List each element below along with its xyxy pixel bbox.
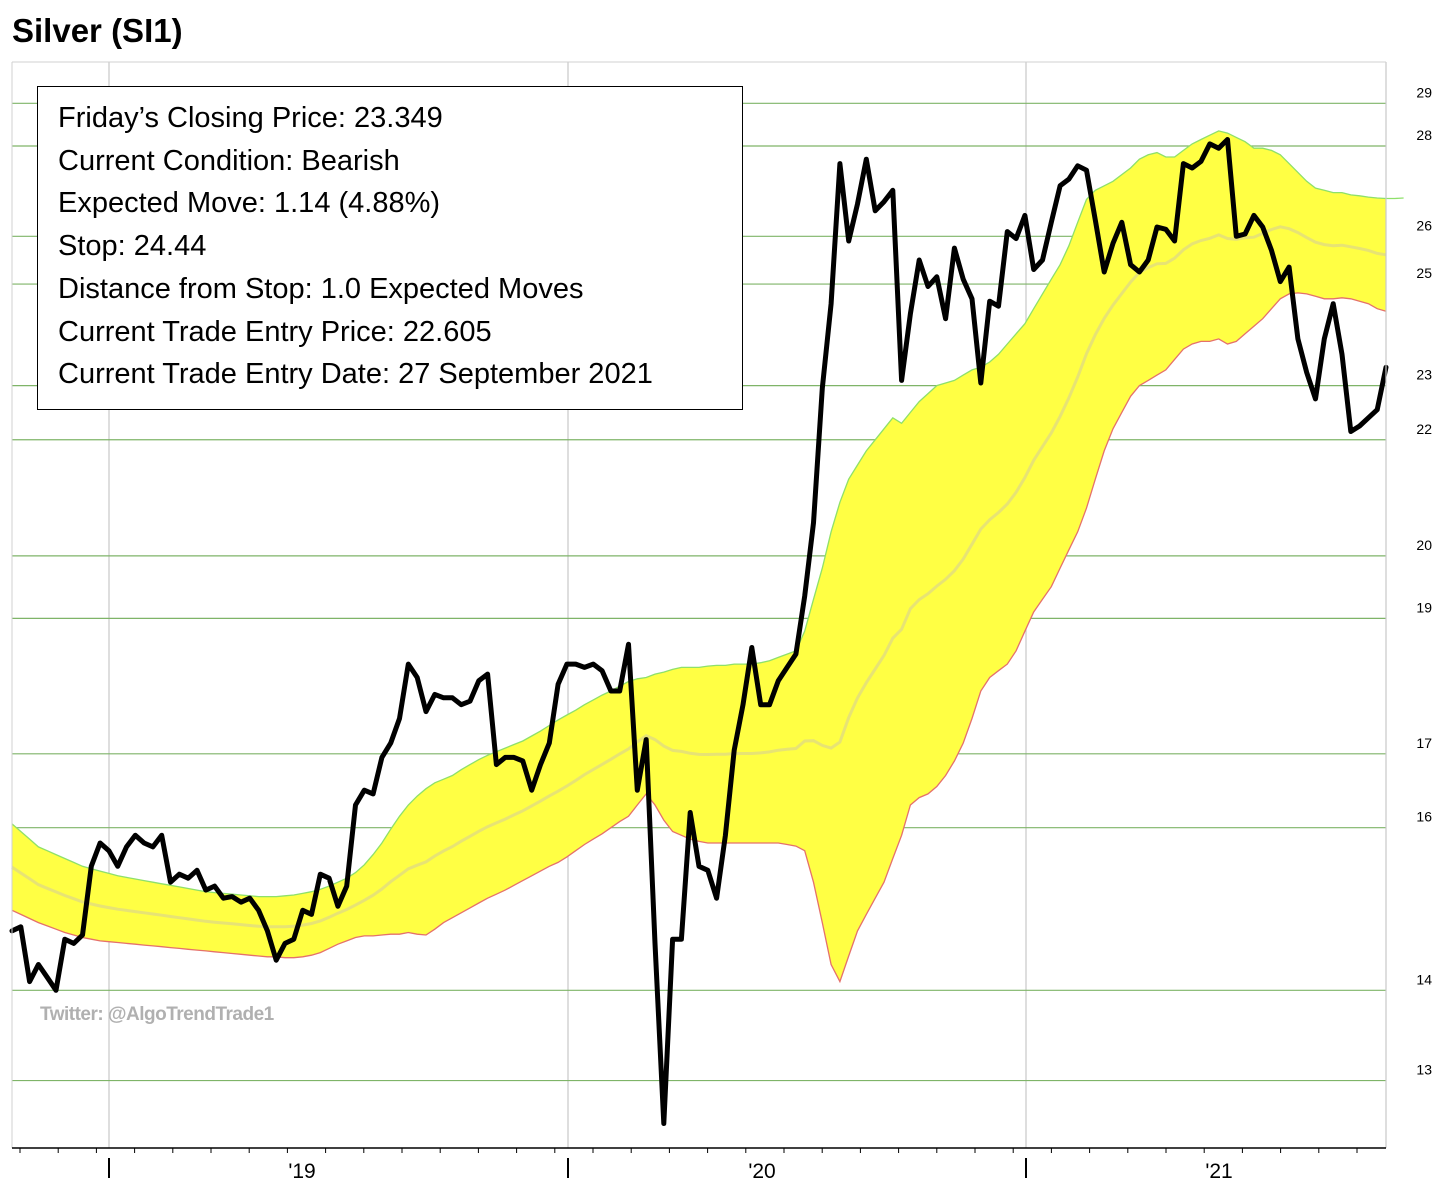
y-tick-label: 26 (1416, 217, 1432, 233)
axes: 13 14 16 17 19 20 22 23 25 26 28 29 '19 '20 '21 (11, 61, 1432, 1183)
y-tick-label: 25 (1416, 265, 1432, 281)
info-closing-price: Friday’s Closing Price: 23.349 (58, 102, 443, 134)
chart-title: Silver (SI1) (12, 12, 183, 49)
info-distance-from-stop: Distance from Stop: 1.0 Expected Moves (58, 272, 584, 305)
info-entry-price: Current Trade Entry Price: 22.605 (58, 315, 492, 348)
band-middle-line (11, 225, 1387, 929)
y-tick-label: 16 (1416, 809, 1432, 825)
band-fill (12, 130, 1386, 982)
band-lower-line (11, 292, 1387, 984)
y-tick-label: 28 (1416, 127, 1432, 143)
info-current-condition: Current Condition: Bearish (58, 144, 400, 177)
trade-info-box: Friday’s Closing Price: 23.349 Current C… (37, 86, 743, 410)
info-stop: Stop: 24.44 (58, 230, 207, 263)
y-tick-label: 29 (1416, 84, 1432, 100)
y-tick-label: 19 (1416, 599, 1432, 615)
y-tick-label: 14 (1416, 971, 1432, 987)
info-entry-date: Current Trade Entry Date: 27 September 2… (58, 358, 653, 391)
band-upper-line (11, 130, 1404, 898)
price-line (9, 137, 1389, 1126)
price-series (9, 137, 1389, 1126)
x-tick-label: '19 (288, 1160, 315, 1183)
x-tick-label: '21 (1205, 1160, 1232, 1183)
twitter-watermark: Twitter: @AlgoTrendTrade1 (40, 1004, 274, 1025)
y-tick-label: 17 (1416, 735, 1432, 751)
expected-move-band (11, 130, 1404, 984)
y-tick-label: 13 (1416, 1062, 1432, 1078)
info-expected-move: Expected Move: 1.14 (4.88%) (58, 187, 441, 220)
x-tick-label: '20 (748, 1160, 775, 1183)
y-tick-label: 23 (1416, 367, 1432, 383)
y-tick-label: 22 (1416, 421, 1432, 437)
y-tick-label: 20 (1416, 537, 1432, 553)
